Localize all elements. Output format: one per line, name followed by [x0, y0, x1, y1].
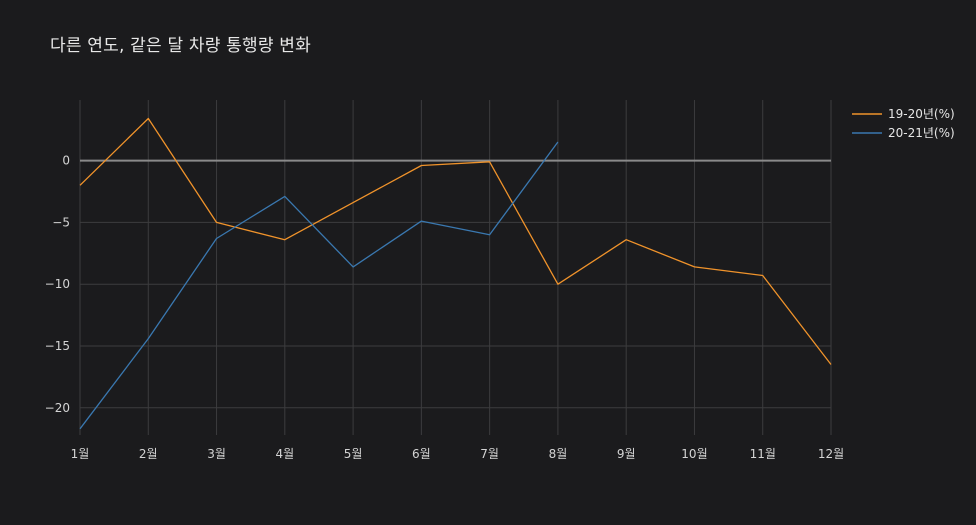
x-tick-label: 6월: [412, 447, 431, 461]
x-tick-label: 11월: [750, 447, 776, 461]
y-tick-label: −15: [45, 339, 70, 353]
x-tick-label: 4월: [275, 447, 294, 461]
x-tick-label: 10월: [681, 447, 707, 461]
x-tick-label: 9월: [617, 447, 636, 461]
legend-label: 19-20년(%): [888, 107, 955, 121]
x-tick-label: 12월: [818, 447, 844, 461]
x-tick-label: 5월: [344, 447, 363, 461]
chart-title: 다른 연도, 같은 달 차량 통행량 변화: [50, 36, 311, 56]
y-tick-label: 0: [62, 154, 70, 168]
legend-label: 20-21년(%): [888, 126, 955, 140]
series-line: [79, 141, 559, 430]
x-tick-label: 1월: [71, 447, 90, 461]
y-tick-label: −5: [52, 215, 70, 229]
x-tick-label: 8월: [549, 447, 568, 461]
x-tick-label: 3월: [207, 447, 226, 461]
y-tick-label: −20: [45, 401, 70, 415]
series-line: [79, 117, 832, 365]
y-tick-label: −10: [45, 277, 70, 291]
x-tick-label: 2월: [139, 447, 158, 461]
x-tick-label: 7월: [480, 447, 499, 461]
